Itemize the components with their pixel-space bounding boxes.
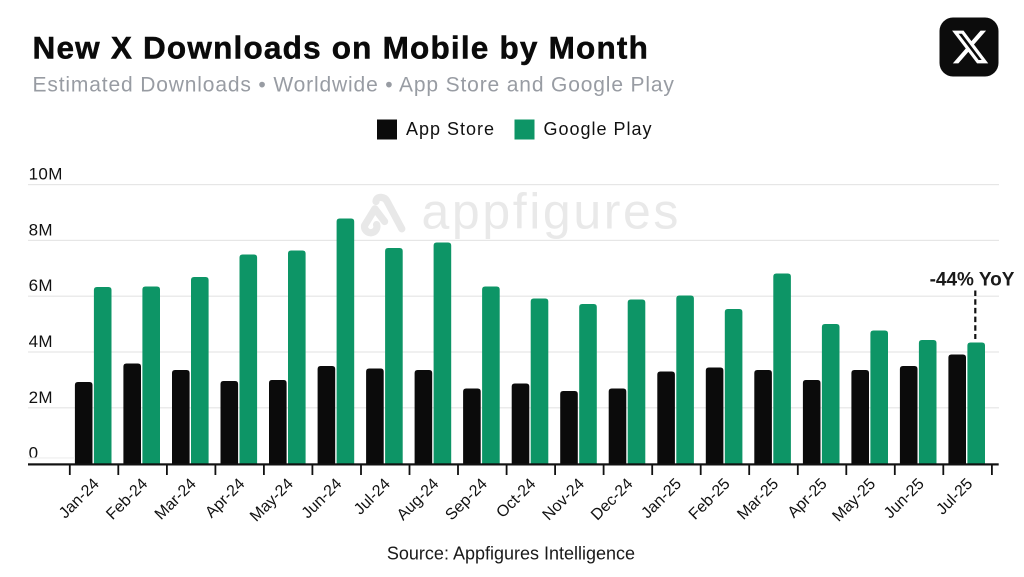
- svg-text:Apr-24: Apr-24: [202, 475, 248, 521]
- svg-text:Jul-24: Jul-24: [351, 475, 394, 518]
- svg-text:6M: 6M: [29, 276, 53, 295]
- svg-text:App Store: App Store: [406, 119, 495, 139]
- svg-text:appfigures: appfigures: [422, 183, 682, 239]
- svg-text:Jan-24: Jan-24: [56, 475, 103, 522]
- svg-text:Source: Appfigures Intelligenc: Source: Appfigures Intelligence: [387, 544, 635, 564]
- svg-text:New X Downloads on Mobile by M: New X Downloads on Mobile by Month: [33, 30, 650, 66]
- svg-text:May-24: May-24: [247, 475, 297, 525]
- svg-text:Nov-24: Nov-24: [540, 475, 589, 524]
- svg-text:0: 0: [29, 444, 39, 463]
- svg-text:Jan-25: Jan-25: [638, 475, 685, 522]
- svg-text:-44% YoY: -44% YoY: [930, 269, 1015, 290]
- svg-text:4M: 4M: [29, 332, 53, 351]
- svg-text:Mar-25: Mar-25: [734, 475, 782, 523]
- svg-text:2M: 2M: [29, 388, 53, 407]
- svg-text:Dec-24: Dec-24: [588, 475, 637, 524]
- svg-text:Jul-25: Jul-25: [933, 475, 976, 518]
- svg-text:Feb-24: Feb-24: [103, 475, 151, 523]
- svg-text:Jun-24: Jun-24: [299, 475, 346, 522]
- svg-text:10M: 10M: [29, 165, 63, 184]
- svg-text:Aug-24: Aug-24: [394, 475, 443, 524]
- svg-text:Apr-25: Apr-25: [785, 475, 831, 521]
- svg-text:Oct-24: Oct-24: [493, 475, 539, 521]
- svg-text:Mar-24: Mar-24: [152, 475, 200, 523]
- svg-text:8M: 8M: [29, 220, 53, 239]
- svg-text:May-25: May-25: [829, 475, 879, 525]
- svg-text:Estimated Downloads • Worldwid: Estimated Downloads • Worldwide • App St…: [33, 74, 675, 97]
- svg-text:Jun-25: Jun-25: [881, 475, 928, 522]
- svg-text:Google Play: Google Play: [544, 119, 653, 139]
- svg-text:Feb-25: Feb-25: [686, 475, 734, 523]
- svg-text:Sep-24: Sep-24: [442, 475, 491, 524]
